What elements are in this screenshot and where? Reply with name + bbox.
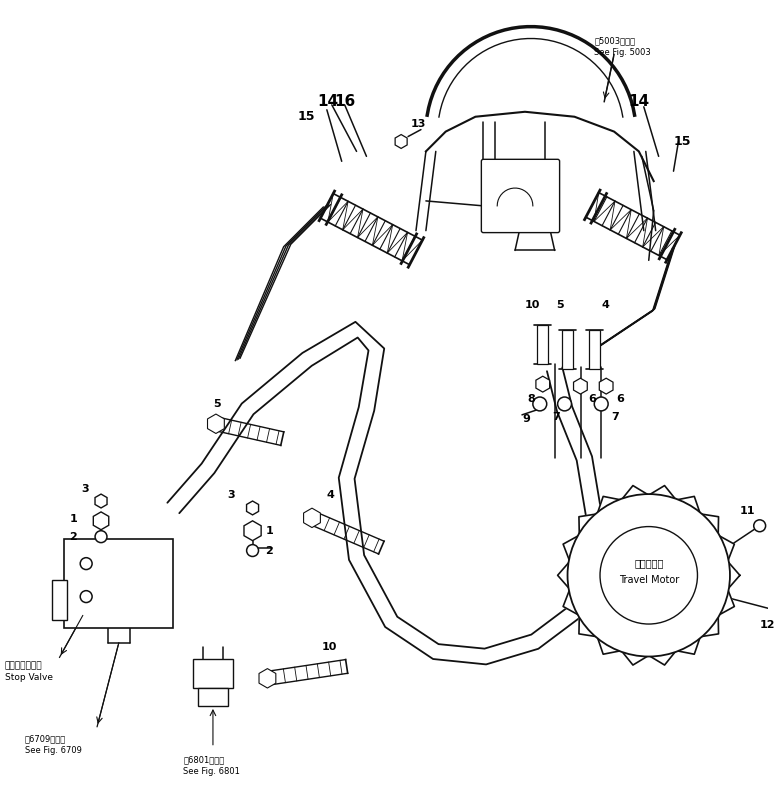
Text: See Fig. 5003: See Fig. 5003 <box>594 48 651 57</box>
Circle shape <box>558 397 571 411</box>
Circle shape <box>81 590 92 602</box>
Bar <box>64 539 174 628</box>
Bar <box>198 688 228 706</box>
Text: 7: 7 <box>553 411 560 422</box>
Text: 1: 1 <box>69 514 77 524</box>
Text: 15: 15 <box>673 135 691 148</box>
Circle shape <box>594 397 608 411</box>
Text: See Fig. 6801: See Fig. 6801 <box>183 767 240 776</box>
Text: See Fig. 6709: See Fig. 6709 <box>25 746 81 755</box>
Circle shape <box>533 397 546 411</box>
Circle shape <box>95 531 107 543</box>
Text: 2: 2 <box>266 546 274 555</box>
Text: Stop Valve: Stop Valve <box>5 673 53 682</box>
Text: 16: 16 <box>335 94 356 109</box>
Circle shape <box>81 558 92 570</box>
Text: 5: 5 <box>213 399 221 409</box>
Text: 15: 15 <box>297 110 315 123</box>
Text: 5: 5 <box>556 300 564 310</box>
Text: 2: 2 <box>69 531 77 542</box>
Text: ストップバルブ: ストップバルブ <box>5 661 43 670</box>
Text: 第6709図参照: 第6709図参照 <box>25 734 66 743</box>
Bar <box>193 658 232 688</box>
Circle shape <box>754 520 766 531</box>
Text: 14: 14 <box>317 94 338 109</box>
Text: 第6801図参照: 第6801図参照 <box>183 755 225 764</box>
Bar <box>53 580 67 620</box>
Text: 14: 14 <box>628 94 649 109</box>
Text: 10: 10 <box>322 642 337 652</box>
Bar <box>537 324 548 364</box>
Text: 3: 3 <box>228 490 236 500</box>
Text: 11: 11 <box>740 506 756 516</box>
Text: 3: 3 <box>81 484 89 494</box>
Text: 4: 4 <box>327 490 335 500</box>
Circle shape <box>246 545 259 556</box>
Text: 第5003図参照: 第5003図参照 <box>594 36 636 45</box>
Circle shape <box>567 494 730 657</box>
Text: 9: 9 <box>522 414 530 423</box>
Text: 13: 13 <box>411 119 426 129</box>
Polygon shape <box>558 486 740 665</box>
Text: 4: 4 <box>601 300 609 310</box>
Text: 10: 10 <box>525 300 540 310</box>
Text: 1: 1 <box>266 526 274 536</box>
Bar <box>770 602 775 617</box>
Text: 7: 7 <box>611 411 619 422</box>
Circle shape <box>600 527 698 624</box>
Text: 8: 8 <box>527 394 535 404</box>
Bar <box>589 330 600 369</box>
Text: 6: 6 <box>616 394 624 404</box>
Text: 12: 12 <box>760 620 775 630</box>
Text: 走行モータ: 走行モータ <box>634 559 663 568</box>
Text: 6: 6 <box>588 394 596 404</box>
FancyBboxPatch shape <box>481 159 560 233</box>
Bar <box>562 330 573 369</box>
Text: Travel Motor: Travel Motor <box>618 575 679 585</box>
